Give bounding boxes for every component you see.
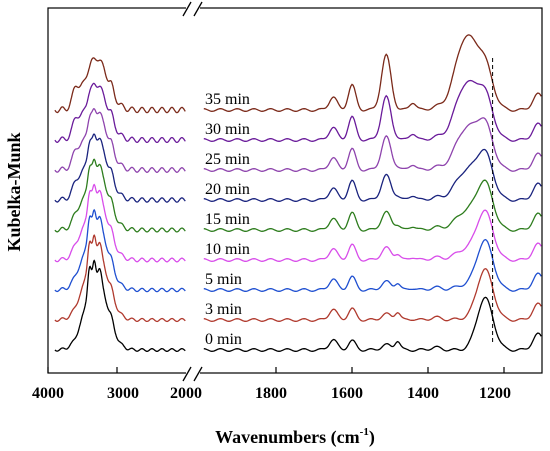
series-label: 25 min (205, 151, 250, 168)
x-axis-title-sup: -1 (360, 426, 369, 438)
series-line (54, 133, 542, 203)
x-tick-label: 1600 (331, 385, 363, 402)
series-label: 20 min (205, 181, 250, 198)
x-ticks: 4000 3000 2000 1800 1600 1400 1200 (32, 367, 511, 402)
y-axis-title: Kubelka-Munk (4, 132, 24, 251)
x-tick-label: 1800 (255, 385, 287, 402)
series-label: 15 min (205, 211, 250, 228)
axis-break-mark (182, 1, 192, 17)
x-tick-label: 3000 (107, 385, 139, 402)
axis-break-mark (193, 366, 203, 382)
series-line (54, 107, 542, 173)
axis-break-mark (193, 1, 203, 17)
series-line (54, 208, 542, 293)
series-line (54, 259, 542, 352)
series-labels: 0 min 3 min 5 min 10 min 15 min 20 min 25 min 3… (205, 91, 250, 348)
series-line (54, 158, 542, 233)
series-label: 5 min (205, 271, 242, 288)
series-layer (54, 34, 542, 352)
axis-break-gap-top (186, 4, 200, 12)
x-tick-label: 2000 (170, 385, 202, 402)
series-line (54, 34, 542, 114)
series-label: 3 min (205, 301, 242, 318)
x-tick-label: 4000 (32, 385, 64, 402)
series-line (54, 234, 542, 323)
series-line (54, 183, 542, 263)
series-line (54, 79, 542, 144)
series-label: 30 min (205, 121, 250, 138)
x-axis-title: Wavenumbers (cm-1) (215, 426, 375, 448)
series-label: 10 min (205, 241, 250, 258)
axis-break-mark (182, 366, 192, 382)
x-axis-title-tail: ) (369, 427, 375, 448)
axis-break-gap-bottom (186, 369, 200, 377)
series-label: 0 min (205, 331, 242, 348)
x-tick-label: 1200 (479, 385, 511, 402)
plot-frame (47, 7, 543, 374)
series-label: 35 min (205, 91, 250, 108)
x-tick-label: 1400 (407, 385, 439, 402)
x-axis-title-main: Wavenumbers (cm (215, 427, 359, 448)
axes (47, 1, 543, 382)
